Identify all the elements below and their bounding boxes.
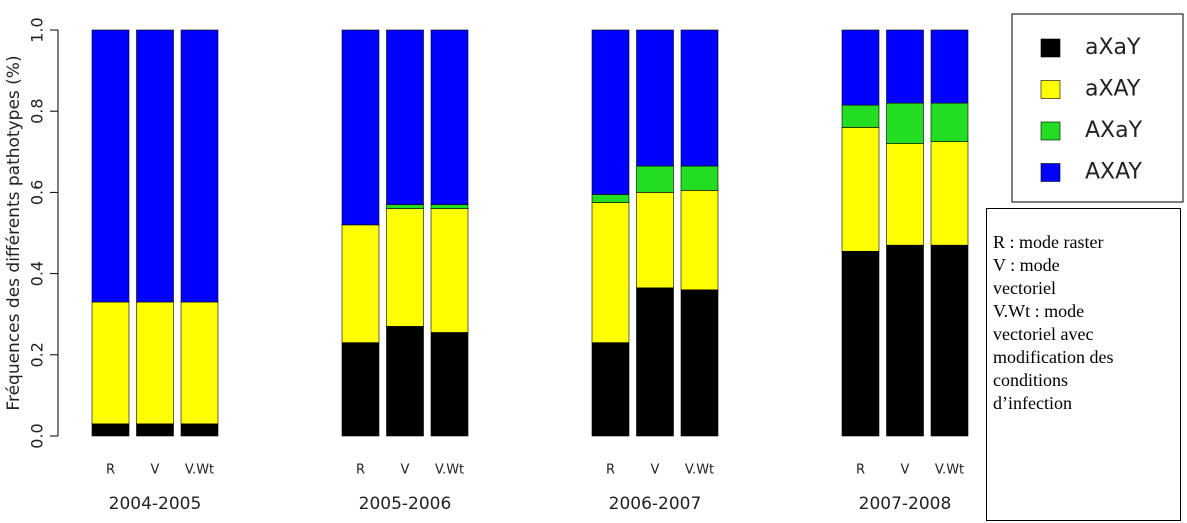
bar-segment	[841, 250, 880, 437]
bar-segment	[886, 102, 924, 144]
bar-segment	[136, 423, 174, 437]
bar-segment	[841, 104, 880, 128]
legend-swatch	[1040, 80, 1061, 99]
bar-segment	[386, 208, 424, 327]
bar-segment	[386, 204, 424, 209]
x-tick-label: V	[651, 463, 660, 478]
bar-segment	[636, 192, 674, 289]
bar-segment	[91, 423, 130, 437]
bar-segment	[680, 190, 719, 291]
group-label: 2007-2008	[859, 494, 952, 514]
legend-label: AXAY	[1085, 160, 1142, 185]
note-box: R : mode raster V : mode vectoriel V.Wt : …	[986, 208, 1181, 521]
bar-segment	[591, 29, 630, 195]
x-tick-label: V	[401, 463, 410, 478]
bar-segment	[91, 29, 130, 303]
bar-segment	[341, 342, 380, 437]
bar-segment	[841, 127, 880, 252]
x-tick-label: V.Wt	[185, 463, 214, 478]
bar-segment	[680, 289, 719, 437]
bar-segment	[680, 29, 719, 167]
bar-segment	[136, 301, 174, 425]
legend-label: aXAY	[1085, 77, 1141, 102]
bar-segment	[180, 423, 219, 437]
bar-segment	[636, 165, 674, 193]
bar-segment	[886, 143, 924, 246]
bar-segment	[430, 29, 469, 205]
bar-segment	[136, 29, 174, 303]
x-tick-label: V	[901, 463, 910, 478]
x-tick-label: R	[856, 463, 865, 478]
bar-segment	[886, 29, 924, 104]
bar-segment	[680, 165, 719, 191]
group-label: 2004-2005	[109, 494, 202, 514]
bar-segment	[930, 29, 969, 104]
x-tick-label: V.Wt	[435, 463, 464, 478]
legend-label: aXaY	[1085, 35, 1141, 60]
bar-segment	[930, 244, 969, 437]
bar-segment	[341, 29, 380, 226]
x-tick-label: V	[151, 463, 160, 478]
group-label: 2005-2006	[359, 494, 452, 514]
bar-segment	[180, 29, 219, 303]
bar-segment	[591, 202, 630, 343]
bar-segment	[930, 141, 969, 246]
legend-swatch	[1040, 163, 1061, 182]
y-axis-label: Fréquences des différents pathotypes (%)	[4, 55, 24, 410]
bar-segment	[841, 29, 880, 106]
bar-segment	[591, 342, 630, 437]
bar-segment	[430, 204, 469, 209]
x-tick-label: R	[106, 463, 115, 478]
y-tick-label: 0.0	[28, 423, 47, 448]
note-item: V : mode vectoriel	[993, 255, 1060, 298]
bar-segment	[636, 29, 674, 167]
bar-segment	[430, 208, 469, 333]
x-tick-label: R	[356, 463, 365, 478]
x-tick-label: V.Wt	[685, 463, 714, 478]
y-tick-label: 1.0	[28, 17, 47, 42]
legend-box	[1011, 13, 1184, 203]
legend-label: AXaY	[1085, 118, 1143, 143]
y-tick-label: 0.8	[28, 98, 47, 123]
bar-segment	[386, 326, 424, 437]
legend-swatch	[1040, 38, 1061, 58]
bar-segment	[386, 29, 424, 205]
legend-swatch	[1040, 121, 1061, 141]
x-tick-label: R	[606, 463, 615, 478]
y-tick-label: 0.4	[28, 261, 47, 286]
note-item: R : mode raster	[993, 232, 1104, 252]
bar-segment	[636, 287, 674, 437]
bar-segment	[180, 301, 219, 425]
bar-segment	[930, 102, 969, 142]
bar-segment	[886, 244, 924, 437]
x-tick-label: V.Wt	[935, 463, 964, 478]
note-item: V.Wt : mode vectoriel avec modification …	[993, 301, 1114, 413]
group-label: 2006-2007	[609, 494, 702, 514]
bar-segment	[430, 332, 469, 437]
y-tick-label: 0.2	[28, 342, 47, 367]
bar-segment	[591, 194, 630, 203]
bar-segment	[91, 301, 130, 425]
y-tick-label: 0.6	[28, 180, 47, 205]
bar-segment	[341, 224, 380, 343]
